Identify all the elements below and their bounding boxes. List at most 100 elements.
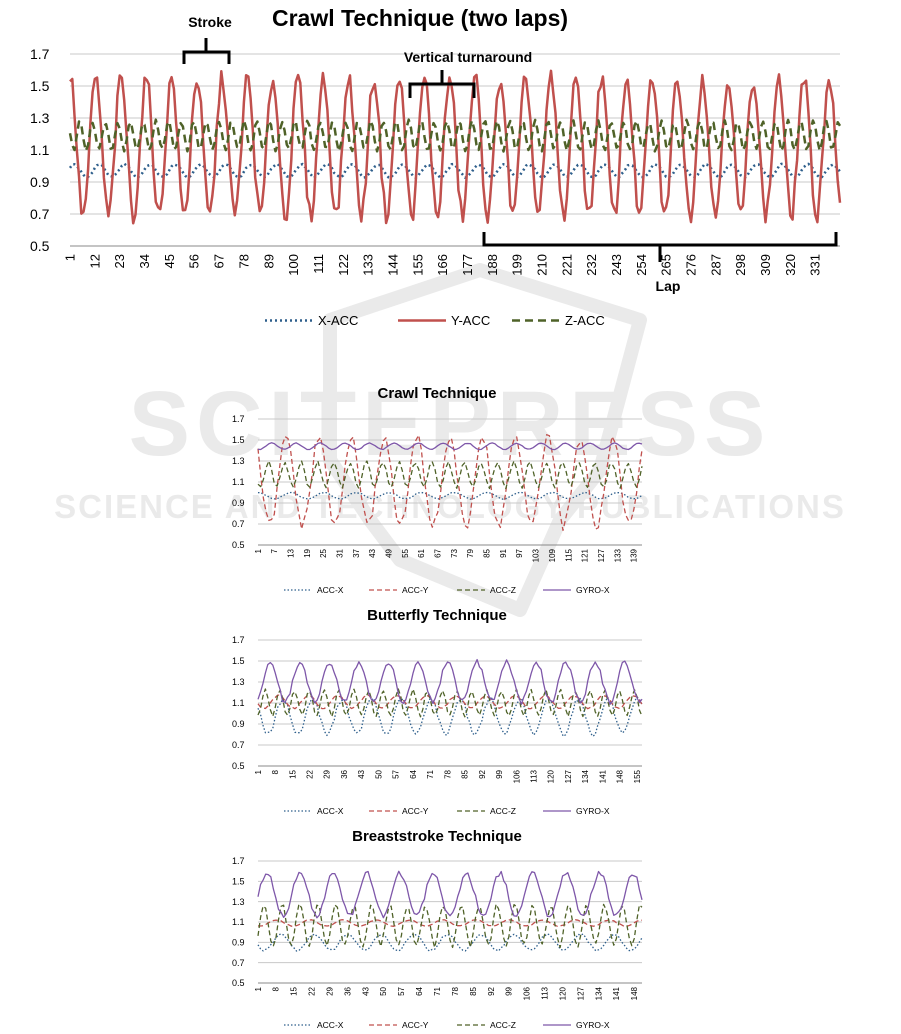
chart-title: Butterfly Technique xyxy=(367,607,507,624)
series-line-acc-y xyxy=(257,434,643,532)
chart-title: Crawl Technique xyxy=(378,385,497,402)
x-tick-label: 43 xyxy=(368,548,377,557)
x-tick-label: 331 xyxy=(808,254,823,276)
x-tick-label: 115 xyxy=(564,548,573,561)
x-tick-label: 121 xyxy=(581,548,590,562)
annotation-stroke: Stroke xyxy=(188,14,232,30)
x-tick-label: 85 xyxy=(461,769,470,778)
y-tick-label: 1.1 xyxy=(232,477,245,487)
x-tick-label: 56 xyxy=(187,254,202,268)
breaststroke-chart: Breaststroke Technique 0.5 0.7 0.9 1.1 1.3 1.… xyxy=(232,828,643,1030)
watermark-compass-shape xyxy=(323,263,647,617)
x-tick-label: 49 xyxy=(385,548,394,557)
x-tick-label: 99 xyxy=(505,986,514,995)
x-tick-label: 103 xyxy=(532,548,541,562)
y-tick-label: 1.5 xyxy=(232,656,245,666)
legend-label: ACC-Z xyxy=(490,1020,516,1030)
x-tick-label: 67 xyxy=(212,254,227,268)
x-tick-label: 1 xyxy=(254,769,263,774)
x-tick-label: 134 xyxy=(594,986,603,1000)
x-tick-label: 276 xyxy=(684,254,699,276)
x-tick-label: 61 xyxy=(417,548,426,557)
x-tick-label: 71 xyxy=(426,769,435,778)
x-tick-label: 36 xyxy=(340,769,349,778)
x-tick-label: 127 xyxy=(564,769,573,783)
legend-label: ACC-Y xyxy=(402,806,429,816)
x-tick-label: 1 xyxy=(63,254,78,261)
legend-label: X-ACC xyxy=(318,313,358,328)
legend-label: ACC-X xyxy=(317,1020,344,1030)
x-tick-label: 73 xyxy=(450,548,459,557)
x-tick-label: 148 xyxy=(616,769,625,783)
x-tick-label: 99 xyxy=(495,769,504,778)
x-tick-label: 79 xyxy=(466,548,475,557)
y-tick-label: 1.3 xyxy=(232,897,245,907)
x-tick-label: 148 xyxy=(630,986,639,1000)
x-tick-label: 50 xyxy=(379,986,388,995)
x-tick-label: 36 xyxy=(343,986,352,995)
x-tick-label: 31 xyxy=(336,548,345,557)
x-tick-label: 85 xyxy=(483,548,492,557)
y-tick-label: 0.9 xyxy=(232,498,245,508)
x-tick-label: 287 xyxy=(708,254,723,276)
series-line-acc-z xyxy=(257,903,643,949)
series-line-y-acc xyxy=(69,69,842,225)
x-tick-label: 199 xyxy=(510,254,525,276)
y-tick-label: 1.3 xyxy=(232,456,245,466)
y-tick-label: 1.7 xyxy=(232,635,245,645)
x-tick-label: 100 xyxy=(286,254,301,276)
x-tick-label: 78 xyxy=(236,254,251,268)
legend-label: ACC-X xyxy=(317,806,344,816)
x-tick-label: 243 xyxy=(609,254,624,276)
x-tick-label: 144 xyxy=(385,254,400,276)
x-tick-label: 155 xyxy=(633,769,642,783)
x-tick-label: 13 xyxy=(286,548,295,557)
x-tick-label: 120 xyxy=(558,986,567,1000)
x-tick-label: 1 xyxy=(254,548,263,553)
legend-label: ACC-Y xyxy=(402,1020,429,1030)
crawl-chart: Crawl Technique 0.5 0.7 0.9 1.1 1.3 1.5 1.7 1 7… xyxy=(232,385,643,595)
y-tick-label: 0.7 xyxy=(232,958,245,968)
x-tick-label: 8 xyxy=(272,986,281,991)
series-line-gyro-x xyxy=(257,870,643,919)
x-tick-label: 25 xyxy=(319,548,328,557)
x-tick-label: 29 xyxy=(325,986,334,995)
x-tick-label: 55 xyxy=(401,548,410,557)
x-tick-label: 111 xyxy=(311,254,326,274)
butterfly-chart: Butterfly Technique 0.5 0.7 0.9 1.1 1.3 1.5 1.… xyxy=(232,607,643,816)
y-tick-label: 0.5 xyxy=(232,978,245,988)
x-tick-label: 141 xyxy=(598,769,607,783)
x-tick-label: 133 xyxy=(613,548,622,562)
x-tick-label: 15 xyxy=(290,986,299,995)
x-tick-label: 106 xyxy=(512,769,521,783)
annotation-vertical-turnaround: Vertical turnaround xyxy=(404,49,532,65)
series-line-gyro-x xyxy=(257,658,643,705)
x-tick-label: 67 xyxy=(434,548,443,557)
y-tick-label: 0.9 xyxy=(30,174,50,190)
series-line-gyro-x xyxy=(257,442,643,451)
series-line-acc-x xyxy=(257,696,643,737)
y-tick-label: 0.5 xyxy=(30,238,50,254)
x-tick-label: 155 xyxy=(410,254,425,276)
x-tick-label: 210 xyxy=(534,254,549,276)
series-line-acc-z xyxy=(257,460,643,490)
y-tick-label: 1.1 xyxy=(30,142,50,158)
x-tick-label: 45 xyxy=(162,254,177,268)
x-tick-label: 57 xyxy=(397,986,406,995)
x-tick-label: 92 xyxy=(487,986,496,995)
x-tick-label: 265 xyxy=(659,254,674,276)
y-tick-label: 0.5 xyxy=(232,540,245,550)
x-tick-label: 85 xyxy=(469,986,478,995)
watermark-line2: SCIENCE AND TECHNOLOGY PUBLICATIONS xyxy=(54,488,846,525)
y-tick-label: 0.7 xyxy=(232,740,245,750)
x-tick-label: 78 xyxy=(443,769,452,778)
x-tick-label: 188 xyxy=(485,254,500,276)
x-tick-label: 109 xyxy=(548,548,557,562)
y-tick-label: 1.7 xyxy=(232,414,245,424)
y-tick-label: 1.5 xyxy=(232,876,245,886)
legend-label: GYRO-X xyxy=(576,585,610,595)
x-tick-label: 113 xyxy=(529,769,538,782)
x-tick-label: 298 xyxy=(733,254,748,276)
y-tick-label: 1.5 xyxy=(232,435,245,445)
